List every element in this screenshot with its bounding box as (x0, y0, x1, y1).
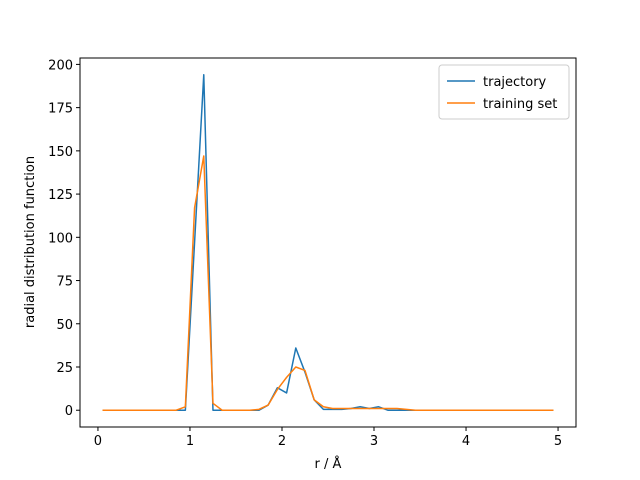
x-tick-label: 4 (462, 434, 470, 449)
legend-box (438, 64, 570, 120)
x-tick-label: 5 (554, 434, 562, 449)
y-tick-label: 125 (48, 188, 73, 203)
y-tick-label: 200 (48, 58, 73, 73)
plot-frame (79, 57, 577, 428)
series-line (102, 155, 554, 411)
x-tick-label: 3 (370, 434, 378, 449)
y-tick-label: 150 (48, 145, 73, 160)
x-tick-label: 0 (94, 434, 102, 449)
y-tick-label: 100 (48, 231, 73, 246)
y-axis-label: radial distribution function (23, 156, 38, 328)
x-tick-label: 1 (186, 434, 194, 449)
y-tick-label: 175 (48, 102, 73, 117)
y-tick-label: 50 (56, 318, 73, 333)
legend-label: training set (483, 97, 557, 112)
y-tick-label: 25 (56, 361, 73, 376)
y-tick-label: 0 (65, 404, 73, 419)
x-axis-label: r / Å (315, 456, 342, 472)
legend-label: trajectory (483, 75, 547, 90)
y-tick-label: 75 (56, 275, 73, 290)
series-line (102, 74, 554, 411)
x-tick-label: 2 (278, 434, 286, 449)
